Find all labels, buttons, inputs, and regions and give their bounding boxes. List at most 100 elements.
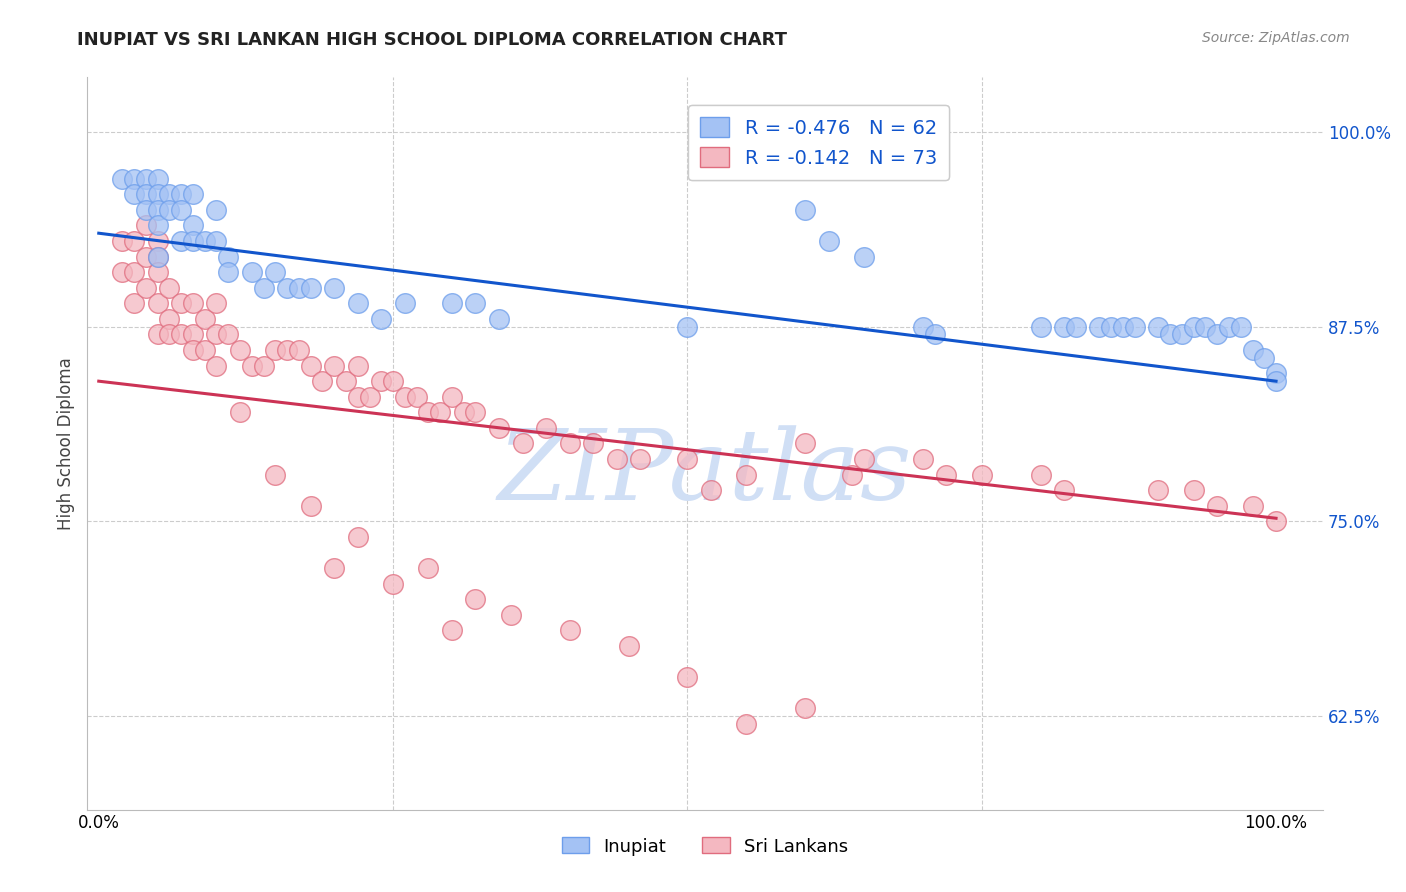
Point: [1229, 319, 1251, 334]
Point: [1053, 319, 1076, 334]
Point: [794, 436, 817, 450]
Point: [135, 219, 157, 233]
Point: [676, 452, 699, 467]
Point: [1253, 351, 1275, 365]
Point: [1265, 367, 1288, 381]
Point: [335, 374, 357, 388]
Point: [394, 296, 416, 310]
Point: [122, 296, 145, 310]
Point: [1147, 319, 1170, 334]
Point: [1265, 514, 1288, 528]
Point: [735, 717, 758, 731]
Point: [299, 499, 322, 513]
Point: [582, 436, 605, 450]
Point: [464, 592, 486, 607]
Point: [252, 281, 274, 295]
Point: [558, 436, 581, 450]
Point: [794, 701, 817, 715]
Point: [157, 327, 180, 342]
Point: [170, 327, 193, 342]
Point: [429, 405, 451, 419]
Point: [299, 359, 322, 373]
Point: [911, 452, 934, 467]
Point: [157, 281, 180, 295]
Point: [122, 265, 145, 279]
Point: [240, 359, 263, 373]
Point: [924, 327, 946, 342]
Point: [205, 296, 228, 310]
Point: [346, 390, 368, 404]
Point: [1206, 327, 1229, 342]
Point: [194, 343, 217, 357]
Point: [146, 250, 169, 264]
Point: [323, 359, 346, 373]
Text: INUPIAT VS SRI LANKAN HIGH SCHOOL DIPLOMA CORRELATION CHART: INUPIAT VS SRI LANKAN HIGH SCHOOL DIPLOM…: [77, 31, 787, 49]
Point: [1029, 319, 1052, 334]
Point: [264, 343, 287, 357]
Text: ZIPatlas: ZIPatlas: [498, 425, 912, 520]
Point: [135, 187, 157, 202]
Point: [512, 436, 534, 450]
Point: [628, 452, 651, 467]
Point: [1099, 319, 1122, 334]
Point: [135, 171, 157, 186]
Point: [405, 390, 427, 404]
Point: [205, 202, 228, 217]
Point: [111, 234, 134, 248]
Point: [323, 561, 346, 575]
Point: [1171, 327, 1194, 342]
Point: [440, 390, 463, 404]
Point: [229, 343, 252, 357]
Point: [229, 405, 252, 419]
Point: [146, 202, 169, 217]
Point: [370, 374, 392, 388]
Point: [1194, 319, 1216, 334]
Point: [135, 281, 157, 295]
Point: [499, 607, 522, 622]
Point: [370, 311, 392, 326]
Point: [323, 281, 346, 295]
Point: [217, 250, 239, 264]
Point: [1064, 319, 1087, 334]
Point: [146, 296, 169, 310]
Point: [170, 187, 193, 202]
Point: [157, 202, 180, 217]
Point: [1241, 499, 1264, 513]
Point: [205, 359, 228, 373]
Point: [382, 576, 405, 591]
Point: [1112, 319, 1135, 334]
Point: [488, 421, 510, 435]
Point: [288, 343, 311, 357]
Point: [1182, 483, 1205, 498]
Point: [122, 187, 145, 202]
Point: [146, 327, 169, 342]
Point: [170, 234, 193, 248]
Point: [464, 405, 486, 419]
Point: [1206, 499, 1229, 513]
Point: [346, 296, 368, 310]
Point: [418, 405, 440, 419]
Point: [146, 234, 169, 248]
Point: [276, 343, 298, 357]
Point: [1265, 374, 1288, 388]
Text: Source: ZipAtlas.com: Source: ZipAtlas.com: [1202, 31, 1350, 45]
Point: [157, 187, 180, 202]
Point: [853, 452, 876, 467]
Point: [181, 327, 204, 342]
Point: [135, 202, 157, 217]
Point: [146, 171, 169, 186]
Point: [146, 219, 169, 233]
Point: [205, 234, 228, 248]
Point: [146, 250, 169, 264]
Point: [157, 311, 180, 326]
Legend: R = -0.476   N = 62, R = -0.142   N = 73: R = -0.476 N = 62, R = -0.142 N = 73: [689, 105, 949, 179]
Point: [617, 639, 640, 653]
Point: [276, 281, 298, 295]
Point: [841, 467, 863, 482]
Point: [288, 281, 311, 295]
Y-axis label: High School Diploma: High School Diploma: [58, 357, 75, 530]
Point: [534, 421, 557, 435]
Point: [676, 319, 699, 334]
Point: [170, 202, 193, 217]
Point: [606, 452, 628, 467]
